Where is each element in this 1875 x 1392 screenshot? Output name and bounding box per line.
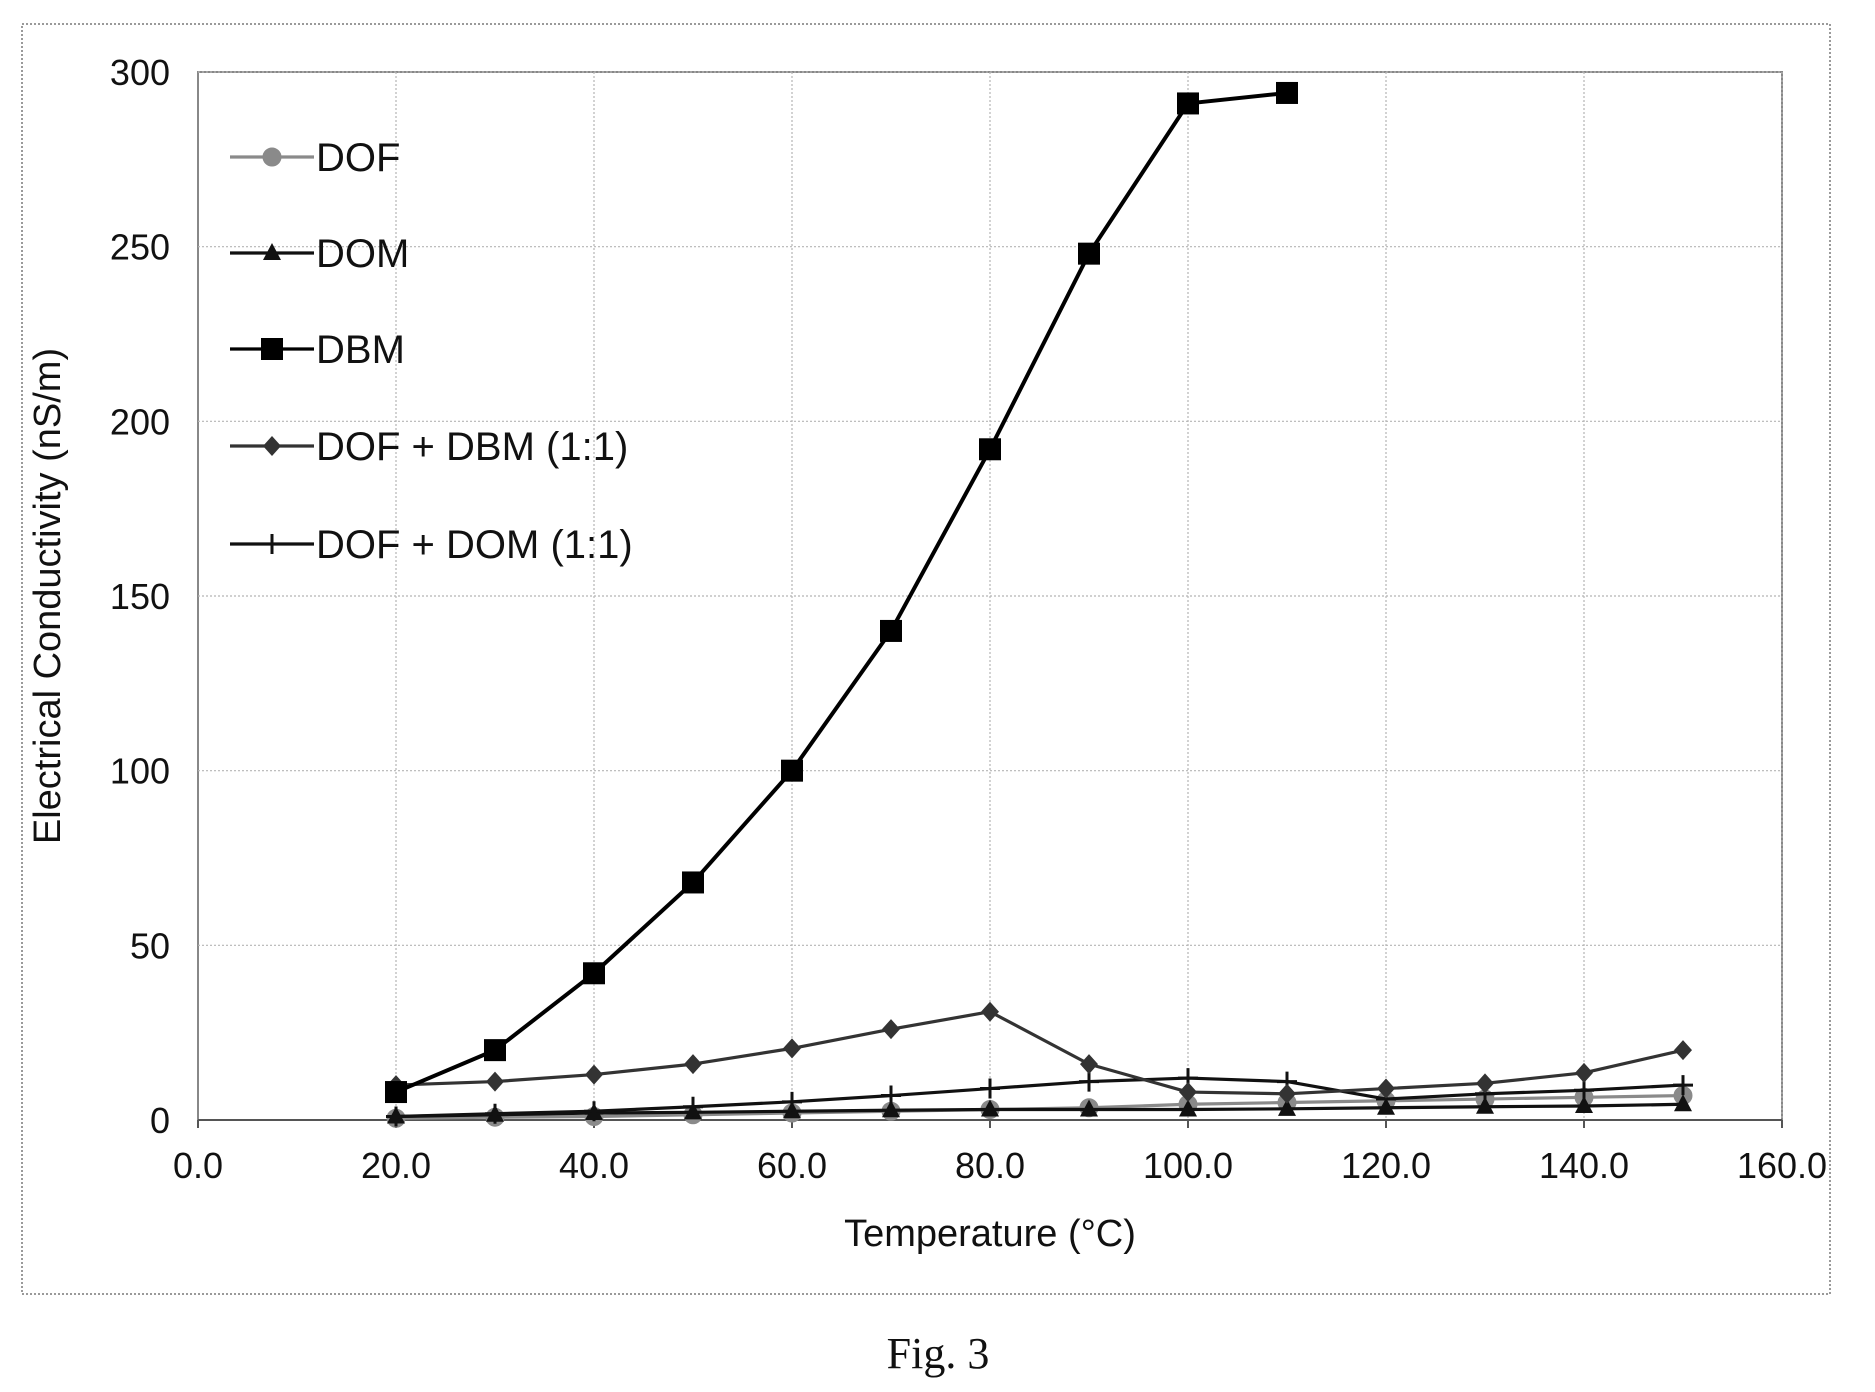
data-point-dof-dbm-1-1	[1080, 1054, 1098, 1075]
legend: DOF DOM DBM DOF + DBM (1:1) DOF + DOM (1:1)	[230, 136, 633, 567]
data-point-dof-dbm-1-1	[486, 1071, 504, 1092]
data-point-dof-dom-1-1	[584, 1101, 604, 1122]
series-dbm	[385, 81, 1298, 1104]
data-point-dof-dbm-1-1	[1476, 1073, 1494, 1094]
legend-item-dof-dom-1-1: DOF + DOM (1:1)	[230, 523, 633, 567]
grid	[198, 71, 1783, 1120]
data-point-dom	[882, 1100, 900, 1118]
data-point-dom	[1278, 1098, 1296, 1116]
data-point-dof-dbm-1-1	[981, 1001, 999, 1022]
series-dof-dbm-1-1	[387, 1001, 1692, 1104]
legend-label: DOF	[316, 136, 400, 180]
legend-item-dof-dbm-1-1: DOF + DBM (1:1)	[230, 425, 628, 469]
data-point-dof-dom-1-1	[1574, 1080, 1594, 1101]
data-point-dom	[1674, 1094, 1692, 1112]
legend-swatch-marker	[262, 147, 282, 167]
data-point-dom	[1080, 1099, 1098, 1117]
legend-label: DOF + DOM (1:1)	[316, 523, 633, 567]
data-point-dof-dbm-1-1	[585, 1064, 603, 1085]
y-tick-label: 200	[110, 401, 170, 442]
legend-label: DBM	[316, 328, 405, 372]
y-tick-label: 100	[110, 751, 170, 792]
data-point-dbm	[781, 759, 803, 782]
y-tick-label: 250	[110, 227, 170, 268]
data-point-dom	[981, 1099, 999, 1117]
data-point-dof-dbm-1-1	[1278, 1083, 1296, 1104]
data-point-dom	[1476, 1096, 1494, 1114]
y-tick-label: 50	[130, 925, 170, 966]
x-tick-label: 40.0	[559, 1145, 629, 1186]
series-line-dom	[395, 1102, 1684, 1119]
data-point-dbm	[385, 1081, 407, 1104]
data-point-dof-dom-1-1	[881, 1085, 901, 1106]
legend-label: DOF + DBM (1:1)	[316, 425, 628, 469]
legend-label: DOM	[316, 232, 409, 276]
data-point-dof-dbm-1-1	[1575, 1062, 1593, 1083]
y-tick-label: 0	[150, 1100, 170, 1141]
data-point-dom	[1179, 1099, 1197, 1117]
series-dof-dom-1-1	[386, 1068, 1693, 1127]
data-point-dbm	[1276, 81, 1298, 104]
data-point-dbm	[1078, 242, 1100, 265]
legend-item-dom: DOM	[230, 232, 409, 276]
data-point-dof-dom-1-1	[1079, 1071, 1099, 1092]
x-tick-label: 160.0	[1737, 1145, 1827, 1186]
legend-swatch-marker	[262, 534, 282, 554]
data-point-dbm	[484, 1039, 506, 1062]
y-tick-label: 150	[110, 576, 170, 617]
data-point-dof-dom-1-1	[980, 1078, 1000, 1099]
data-point-dbm	[583, 962, 605, 985]
series-line-dbm	[395, 90, 1288, 1094]
data-point-dof-dbm-1-1	[1377, 1078, 1395, 1099]
data-point-dof-dom-1-1	[782, 1091, 802, 1112]
y-tick-label: 300	[110, 52, 170, 93]
data-point-dof-dbm-1-1	[882, 1019, 900, 1040]
figure-caption: Fig. 3	[887, 1329, 990, 1378]
legend-swatch-marker	[261, 338, 283, 360]
data-point-dof-dom-1-1	[683, 1096, 703, 1117]
x-tick-label: 120.0	[1341, 1145, 1431, 1186]
series-layer	[385, 81, 1693, 1128]
data-point-dbm	[979, 438, 1001, 461]
series-line-dof-dom-1-1	[395, 1076, 1684, 1119]
data-point-dof-dbm-1-1	[1674, 1040, 1692, 1061]
data-point-dof-dom-1-1	[485, 1103, 505, 1124]
x-tick-label: 140.0	[1539, 1145, 1629, 1186]
axes: 0.0 20.0 40.0 60.0 80.0 100.0 120.0 140.0 160.0 0…	[110, 52, 1827, 1186]
legend-swatch-marker	[263, 243, 281, 260]
legend-swatch-marker	[263, 436, 281, 456]
x-axis-title: Temperature (°C)	[844, 1213, 1136, 1255]
data-point-dof-dbm-1-1	[783, 1038, 801, 1059]
x-tick-label: 100.0	[1143, 1145, 1233, 1186]
series-line-dof-dbm-1-1	[395, 1010, 1684, 1096]
data-point-dom	[1575, 1096, 1593, 1114]
data-point-dbm	[682, 871, 704, 894]
data-point-dof-dom-1-1	[386, 1106, 406, 1127]
x-tick-label: 60.0	[757, 1145, 827, 1186]
legend-item-dbm: DBM	[230, 328, 405, 372]
x-tick-label: 80.0	[955, 1145, 1025, 1186]
data-point-dbm	[1177, 92, 1199, 115]
x-tick-label: 0.0	[173, 1145, 223, 1186]
data-point-dof-dbm-1-1	[684, 1054, 702, 1075]
legend-item-dof: DOF	[230, 136, 400, 180]
data-point-dof-dbm-1-1	[1179, 1082, 1197, 1103]
y-axis-title: Electrical Conductivity (nS/m)	[27, 348, 69, 844]
x-tick-label: 20.0	[361, 1145, 431, 1186]
data-point-dof-dom-1-1	[1673, 1075, 1693, 1096]
data-point-dbm	[880, 619, 902, 642]
